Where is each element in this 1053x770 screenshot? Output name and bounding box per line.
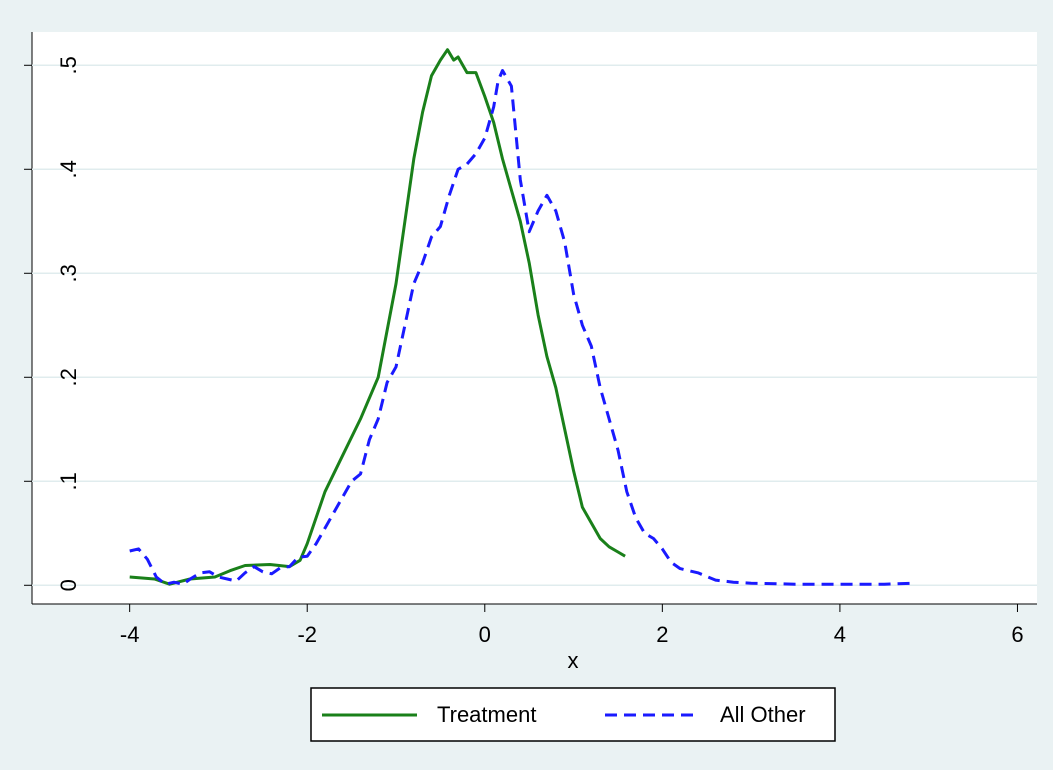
y-tick-label: .4: [56, 160, 81, 178]
x-axis-label: x: [568, 648, 579, 673]
legend-label: Treatment: [437, 702, 536, 727]
x-tick-label: 2: [656, 622, 668, 647]
y-tick-label: 0: [56, 579, 81, 591]
x-tick-label: -4: [120, 622, 140, 647]
x-tick-label: 0: [479, 622, 491, 647]
line-series: [129, 48, 626, 586]
line-series: [129, 69, 916, 586]
y-tick-label: .2: [56, 368, 81, 386]
y-tick-label: .3: [56, 264, 81, 282]
x-tick-label: 6: [1011, 622, 1023, 647]
legend-label: All Other: [720, 702, 806, 727]
plot-area: [32, 32, 1037, 604]
y-tick-label: .5: [56, 56, 81, 74]
x-tick-label: -2: [297, 622, 317, 647]
x-tick-label: 4: [834, 622, 846, 647]
y-tick-label: .1: [56, 472, 81, 490]
